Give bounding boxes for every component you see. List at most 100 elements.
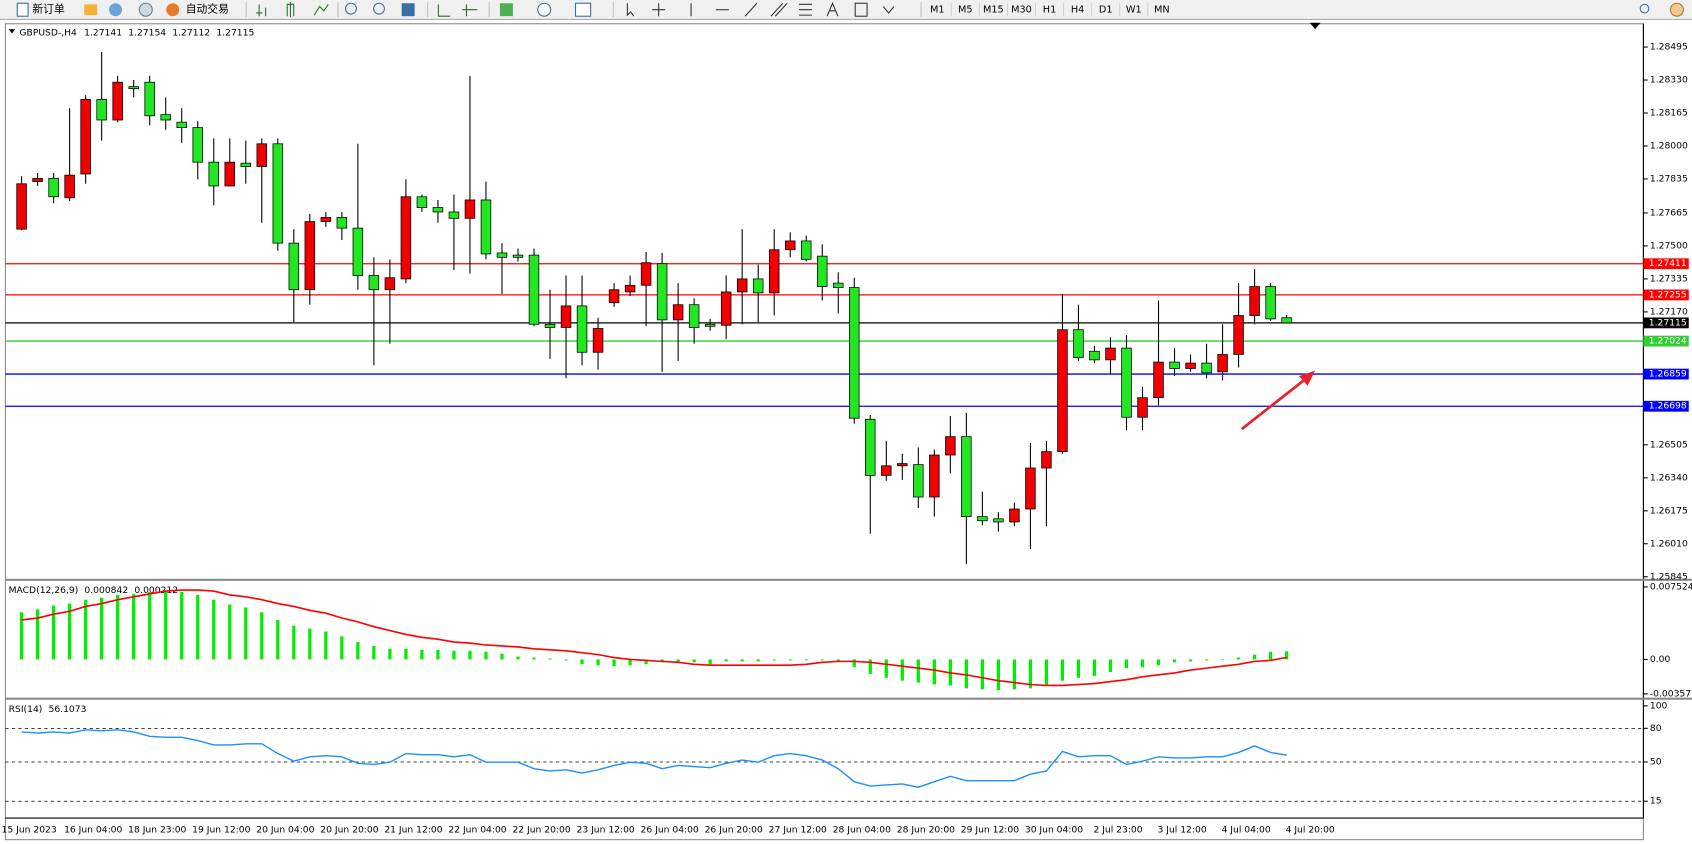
macd-signal-line <box>21 589 1287 687</box>
auto-trading-icon[interactable] <box>166 3 180 17</box>
macd-bar <box>68 603 72 660</box>
x-tick-label: 22 Jun 20:00 <box>512 824 570 835</box>
timeframe-button[interactable]: H4 <box>1071 5 1084 16</box>
macd-bar <box>1012 659 1017 690</box>
zoom-in[interactable] <box>344 2 357 15</box>
candle-body-down <box>977 516 988 522</box>
candle-body-up <box>320 216 332 222</box>
macd-bar <box>1108 659 1113 672</box>
x-tick-label: 4 Jul 20:00 <box>1286 824 1335 835</box>
templates[interactable] <box>574 2 592 17</box>
autoscroll[interactable] <box>437 4 451 17</box>
macd-bar <box>692 659 696 663</box>
candle-body-down <box>336 216 348 229</box>
macd-bar <box>404 648 408 660</box>
timeframe-button[interactable]: M30 <box>1011 5 1032 16</box>
periods[interactable] <box>537 2 552 17</box>
candle-body-up <box>881 465 892 476</box>
annotation-arrow <box>1240 377 1308 431</box>
macd-bar <box>308 628 312 660</box>
candle-body-up <box>945 436 956 456</box>
macd-bar <box>836 659 840 662</box>
price-level-tag: 1.27411 <box>1649 258 1687 269</box>
macd-bar <box>164 591 168 660</box>
candle-body-up <box>112 81 123 121</box>
candle-body-down <box>128 86 139 89</box>
indicators[interactable] <box>499 3 513 17</box>
arrows-tool[interactable] <box>882 6 895 14</box>
y-tick-label: 1.27335 <box>1650 273 1688 284</box>
zoom-out[interactable] <box>373 2 385 15</box>
candle-body-up <box>897 463 908 467</box>
x-tick-label: 27 Jun 12:00 <box>769 824 827 835</box>
y-tick-label: 1.26175 <box>1650 505 1688 516</box>
candle-body-down <box>752 278 764 294</box>
trendline-tool[interactable] <box>744 2 758 17</box>
macd-bar <box>500 653 504 660</box>
candle-body-down <box>704 323 716 327</box>
macd-bar <box>132 593 136 660</box>
y-tick-label: 80 <box>1650 723 1662 734</box>
candle-body-down <box>240 162 252 167</box>
timeframe-button[interactable]: D1 <box>1099 5 1113 16</box>
timeframe-button[interactable]: M15 <box>983 5 1004 16</box>
tool-icon[interactable] <box>84 4 98 16</box>
timeframe-button[interactable]: M1 <box>930 5 945 16</box>
new-order-icon[interactable] <box>16 2 29 17</box>
macd-bar <box>772 659 776 661</box>
price-level-tag-bg <box>1643 400 1689 412</box>
macd-bar <box>1236 657 1241 660</box>
x-tick-label: 26 Jun 20:00 <box>705 824 763 835</box>
rsi-value: 56.1073 <box>49 703 87 714</box>
y-tick-label: 100 <box>1650 700 1668 711</box>
cursor-tool[interactable] <box>626 3 635 17</box>
x-tick-label: 29 Jun 12:00 <box>961 824 1019 835</box>
candle-body-down <box>544 323 556 328</box>
notifications[interactable] <box>1669 2 1684 17</box>
timeframe-button[interactable]: W1 <box>1126 5 1142 16</box>
x-tick-label: 3 Jul 12:00 <box>1158 824 1207 835</box>
rsi-line <box>21 729 1287 788</box>
candle-body-up <box>1185 362 1196 369</box>
price-level-tag: 1.27115 <box>1649 317 1687 328</box>
fibo-tool[interactable] <box>799 3 812 16</box>
macd-bar <box>1252 654 1257 660</box>
candle-body-down <box>961 436 972 517</box>
timeframe-button[interactable]: H1 <box>1043 5 1056 16</box>
candle-chart-tool[interactable] <box>286 2 295 18</box>
macd-bar <box>516 656 520 660</box>
chart-shift-marker <box>1309 22 1321 30</box>
macd-bar <box>1044 659 1049 685</box>
bar-chart-tool[interactable] <box>255 4 267 17</box>
crosshair-tool[interactable] <box>652 3 666 17</box>
tool-icon[interactable] <box>138 2 153 17</box>
channel-tool[interactable] <box>770 2 788 17</box>
candle-body-down <box>1169 361 1180 369</box>
search[interactable] <box>1639 3 1650 14</box>
text-tool[interactable] <box>826 1 839 17</box>
macd-bar <box>1076 659 1081 678</box>
candle-body-down <box>144 81 155 117</box>
price-level-tag: 1.27255 <box>1649 289 1687 300</box>
candle-body-up <box>1217 354 1228 373</box>
macd-header: MACD(12,26,9) 0.000842 0.000212 <box>9 585 178 596</box>
candle-body-up <box>608 289 620 304</box>
new-order-button[interactable]: 新订单 <box>32 2 65 16</box>
timeframe-button[interactable]: MN <box>1154 5 1170 16</box>
tool-icon[interactable] <box>109 3 123 17</box>
auto-trading-button[interactable]: 自动交易 <box>186 2 229 16</box>
macd-bar <box>388 648 392 660</box>
macd-bar <box>148 591 152 660</box>
label-tool[interactable] <box>854 2 868 17</box>
y-tick-label: 1.26340 <box>1650 472 1688 483</box>
candle-body-down <box>192 127 203 163</box>
tile-windows[interactable] <box>401 3 415 17</box>
macd-bar <box>84 599 88 660</box>
candle-body-down <box>448 211 460 219</box>
macd-bar <box>420 649 424 660</box>
line-chart-tool[interactable] <box>313 4 329 16</box>
chart-shift[interactable] <box>462 4 478 17</box>
candle-body-up <box>16 183 27 230</box>
macd-bar <box>436 649 440 660</box>
timeframe-button[interactable]: M5 <box>958 5 973 16</box>
